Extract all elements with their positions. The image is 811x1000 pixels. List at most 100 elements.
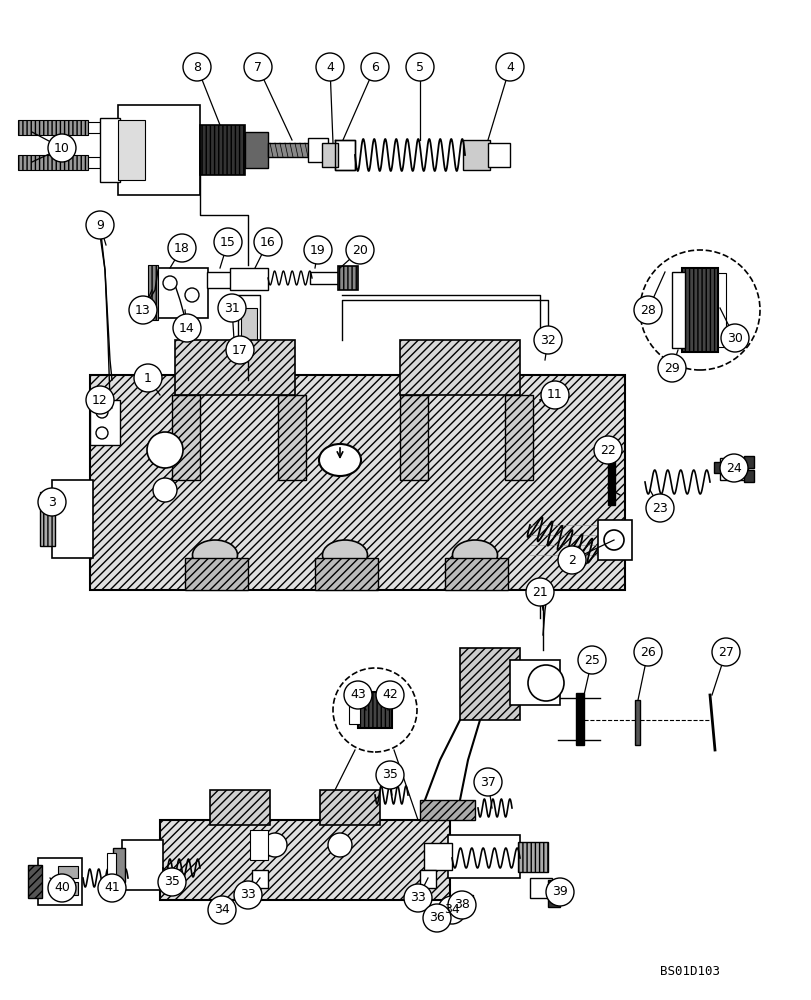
Bar (38, 858, 82, 905)
Bar (462, 140, 489, 170)
Circle shape (577, 646, 605, 674)
Bar (419, 800, 474, 820)
Bar (18, 120, 88, 135)
Circle shape (48, 874, 76, 902)
Circle shape (147, 432, 182, 468)
Text: 13: 13 (135, 304, 151, 316)
Text: 6: 6 (371, 61, 379, 74)
Circle shape (646, 494, 673, 522)
Circle shape (633, 638, 661, 666)
Text: 12: 12 (92, 393, 108, 406)
Text: 35: 35 (382, 768, 397, 782)
Ellipse shape (192, 540, 237, 570)
Bar (90, 375, 624, 590)
Bar (207, 272, 232, 288)
Circle shape (243, 53, 272, 81)
Circle shape (182, 53, 211, 81)
Bar (250, 830, 268, 860)
Bar (400, 340, 519, 395)
Circle shape (134, 364, 162, 392)
Circle shape (423, 904, 450, 932)
Circle shape (96, 427, 108, 439)
Bar (713, 462, 721, 473)
Circle shape (474, 768, 501, 796)
Bar (349, 696, 359, 724)
Bar (423, 843, 452, 870)
Circle shape (406, 53, 433, 81)
Text: 33: 33 (410, 892, 425, 904)
Bar (58, 866, 78, 878)
Bar (681, 268, 717, 352)
Circle shape (129, 296, 157, 324)
Circle shape (214, 228, 242, 256)
Bar (597, 520, 631, 560)
Bar (40, 492, 55, 546)
Bar (444, 558, 508, 590)
Circle shape (263, 833, 286, 857)
Text: 7: 7 (254, 61, 262, 74)
Text: 39: 39 (551, 886, 567, 898)
Circle shape (639, 250, 759, 370)
Text: 14: 14 (179, 322, 195, 334)
Bar (28, 865, 42, 898)
Text: 32: 32 (539, 334, 556, 347)
Circle shape (448, 891, 475, 919)
Bar (453, 895, 473, 908)
Bar (277, 395, 306, 480)
Circle shape (720, 324, 748, 352)
Bar (224, 355, 242, 372)
Text: 26: 26 (639, 646, 655, 658)
Text: BS01D103: BS01D103 (659, 965, 719, 978)
Text: 34: 34 (214, 903, 230, 916)
Bar (160, 820, 449, 900)
Text: 19: 19 (310, 243, 325, 256)
Bar (90, 400, 120, 445)
Bar (58, 882, 78, 895)
Bar (547, 895, 560, 907)
Circle shape (208, 896, 236, 924)
Bar (118, 105, 200, 195)
Circle shape (333, 668, 417, 752)
Bar (148, 265, 158, 320)
Text: 18: 18 (174, 241, 190, 254)
Bar (122, 840, 163, 890)
Circle shape (158, 868, 186, 896)
Circle shape (657, 354, 685, 382)
Bar (185, 558, 247, 590)
Text: 1: 1 (144, 371, 152, 384)
Circle shape (303, 236, 332, 264)
Text: 36: 36 (428, 911, 444, 924)
Bar (717, 273, 725, 347)
Bar (448, 835, 519, 878)
Circle shape (633, 296, 661, 324)
Circle shape (152, 478, 177, 502)
Bar (107, 853, 116, 877)
Circle shape (545, 878, 573, 906)
Bar (155, 268, 208, 318)
Bar (251, 870, 268, 888)
Text: 41: 41 (104, 882, 120, 894)
Bar (322, 143, 337, 167)
Text: 25: 25 (583, 654, 599, 666)
Text: 28: 28 (639, 304, 655, 316)
Bar (517, 842, 547, 872)
Circle shape (328, 833, 351, 857)
Bar (430, 908, 448, 920)
Circle shape (540, 381, 569, 409)
Circle shape (526, 578, 553, 606)
Text: 30: 30 (726, 332, 742, 344)
Text: 16: 16 (260, 235, 276, 248)
Circle shape (345, 236, 374, 264)
Text: 22: 22 (599, 444, 615, 456)
Ellipse shape (319, 444, 361, 476)
Bar (210, 790, 270, 825)
Bar (444, 900, 460, 912)
Text: 9: 9 (96, 219, 104, 232)
Bar (419, 870, 436, 888)
Bar (672, 272, 684, 348)
Bar (200, 125, 245, 175)
Bar (400, 395, 427, 480)
Text: 10: 10 (54, 142, 70, 155)
Bar (504, 395, 532, 480)
Bar (118, 120, 145, 180)
